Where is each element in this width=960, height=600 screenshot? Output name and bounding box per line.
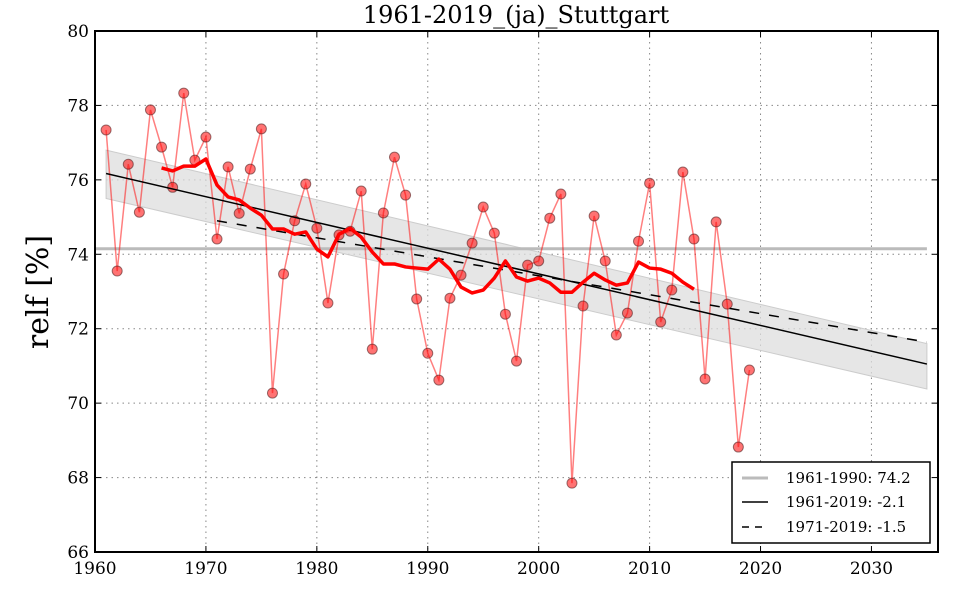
annual-data-point bbox=[311, 222, 323, 234]
moving-average-layer bbox=[161, 157, 695, 295]
annual-data-point bbox=[444, 292, 456, 304]
annual-series-layer bbox=[100, 87, 755, 489]
annual-data-point bbox=[533, 255, 545, 267]
annual-data-point bbox=[167, 181, 179, 193]
annual-data-point bbox=[255, 123, 267, 135]
y-tick-label: 80 bbox=[67, 22, 89, 42]
legend-label-solid: 1961-2019: -2.1 bbox=[786, 493, 906, 511]
annual-data-point bbox=[355, 185, 367, 197]
annual-data-point bbox=[111, 265, 123, 277]
annual-data-point bbox=[422, 347, 434, 359]
annual-data-point bbox=[211, 233, 223, 245]
annual-data-point bbox=[522, 259, 534, 271]
annual-data-point bbox=[710, 216, 722, 228]
annual-data-point bbox=[300, 178, 312, 190]
annual-data-point bbox=[377, 207, 389, 219]
annual-data-point bbox=[122, 158, 134, 170]
y-tick-label: 68 bbox=[67, 469, 89, 489]
y-tick-label: 78 bbox=[67, 96, 89, 116]
annual-data-point bbox=[621, 307, 633, 319]
annual-data-point bbox=[156, 141, 168, 153]
annual-data-point bbox=[477, 201, 489, 213]
moving-average-line bbox=[161, 157, 695, 295]
annual-data-point bbox=[488, 227, 500, 239]
annual-data-point bbox=[233, 207, 245, 219]
annual-data-point bbox=[244, 163, 256, 175]
annual-data-point bbox=[666, 284, 678, 296]
x-tick-label: 1960 bbox=[73, 559, 116, 579]
x-tick-label: 2020 bbox=[739, 559, 782, 579]
annual-data-point bbox=[466, 237, 478, 249]
annual-data-point bbox=[322, 297, 334, 309]
annual-data-point bbox=[278, 268, 290, 280]
annual-data-point bbox=[433, 374, 445, 386]
x-tick-label: 2000 bbox=[517, 559, 560, 579]
annual-data-point bbox=[100, 124, 112, 136]
annual-data-point bbox=[266, 387, 278, 399]
annual-data-point bbox=[455, 269, 467, 281]
annual-data-point bbox=[222, 161, 234, 173]
annual-data-point bbox=[411, 293, 423, 305]
annual-data-point bbox=[200, 131, 212, 143]
annual-data-point bbox=[133, 206, 145, 218]
annual-data-point bbox=[566, 477, 578, 489]
annual-data-point bbox=[721, 298, 733, 310]
legend-label-baseline: 1961-1990: 74.2 bbox=[786, 469, 911, 487]
x-tick-label: 1970 bbox=[184, 559, 227, 579]
plot-frame bbox=[94, 30, 939, 553]
annual-data-point bbox=[577, 300, 589, 312]
y-axis-label: relf [%] bbox=[21, 235, 56, 349]
annual-data-point bbox=[688, 233, 700, 245]
annual-data-point bbox=[178, 87, 190, 99]
legend-box bbox=[731, 461, 931, 544]
annual-data-point bbox=[699, 373, 711, 385]
annual-data-point bbox=[511, 355, 522, 367]
annual-data-point bbox=[677, 166, 689, 178]
ticks: 1960 1970 1980 1990 2000 2010 2020 2030 66 68 70 72… bbox=[67, 22, 938, 579]
annual-data-point bbox=[644, 177, 656, 189]
annual-data-point bbox=[144, 104, 156, 116]
annual-data-point bbox=[743, 364, 755, 376]
y-tick-label: 66 bbox=[67, 543, 89, 563]
annual-data-point bbox=[633, 235, 645, 247]
legend: 1961-1990: 74.2 1961-2019: -2.1 1971-201… bbox=[731, 461, 931, 544]
legend-label-dashed: 1971-2019: -1.5 bbox=[786, 518, 906, 536]
x-tick-label: 1980 bbox=[295, 559, 338, 579]
y-tick-label: 72 bbox=[67, 320, 89, 340]
annual-data-point bbox=[732, 441, 744, 453]
annual-data-point bbox=[610, 329, 622, 341]
x-tick-label: 1990 bbox=[406, 559, 449, 579]
annual-data-point bbox=[655, 316, 667, 328]
x-tick-label: 2010 bbox=[628, 559, 671, 579]
y-tick-label: 76 bbox=[67, 171, 89, 191]
annual-data-point bbox=[499, 308, 511, 320]
trend-line-1971-2019 bbox=[216, 220, 928, 343]
x-tick-label: 2030 bbox=[850, 559, 893, 579]
annual-data-point bbox=[555, 188, 567, 200]
trend-line-1961-2019 bbox=[105, 172, 928, 365]
annual-data-point bbox=[544, 212, 556, 224]
annual-data-point bbox=[400, 189, 412, 201]
y-tick-label: 70 bbox=[67, 394, 89, 414]
annual-data-point bbox=[366, 343, 378, 355]
y-tick-label: 74 bbox=[67, 245, 89, 265]
chart-title: 1961-2019_(ja)_Stuttgart bbox=[363, 1, 670, 29]
trend-layer bbox=[105, 172, 928, 365]
annual-data-point bbox=[388, 151, 400, 163]
annual-data-point bbox=[599, 255, 611, 267]
annual-data-point bbox=[588, 210, 600, 222]
